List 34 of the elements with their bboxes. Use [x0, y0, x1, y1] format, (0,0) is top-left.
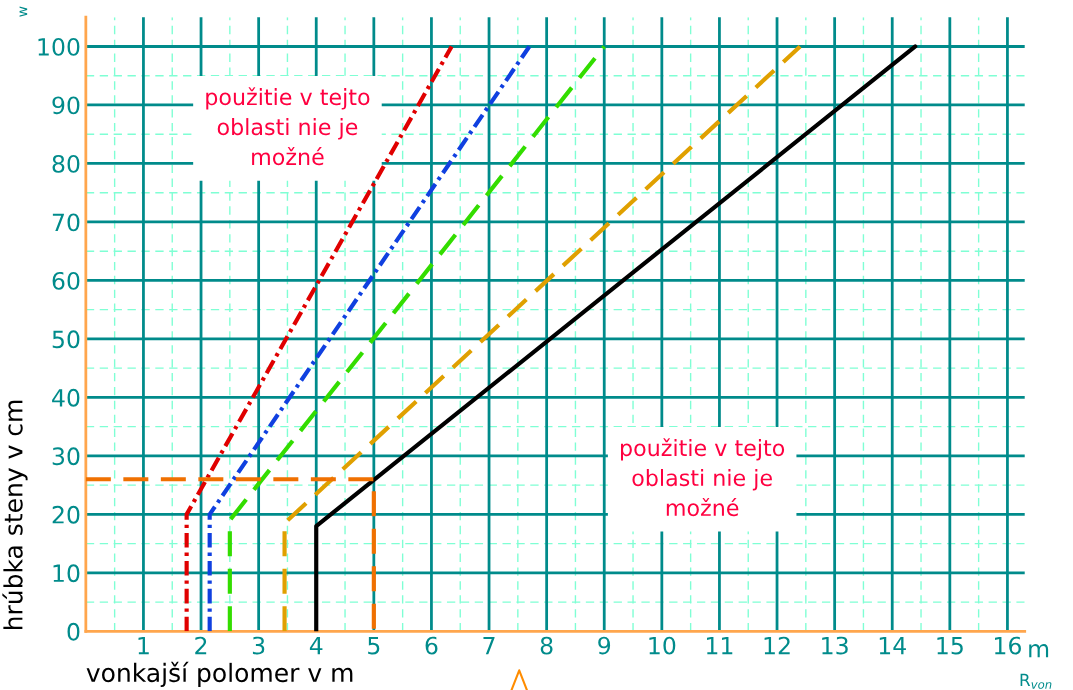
x-tick-label: 14: [879, 636, 906, 655]
y-tick-label: 80: [52, 154, 80, 173]
y-tick-label: 90: [52, 96, 80, 115]
x-tick-label: 4: [309, 636, 323, 655]
x-tick-label: 1: [138, 636, 149, 655]
text: R$_{von}$: [1020, 673, 1052, 689]
y-tick-label: 40: [52, 388, 80, 407]
x-tick-label: 16: [995, 636, 1021, 655]
x-tick-label: 15: [937, 636, 963, 655]
x-tick-label: 12: [764, 636, 790, 655]
x-tick-label: 7: [483, 636, 495, 655]
y-tick-label: 30: [52, 447, 80, 466]
x-tick-label: 13: [822, 636, 848, 655]
text: w: [19, 6, 28, 17]
y-tick-label: 100: [38, 37, 80, 56]
text: m: [1029, 644, 1049, 658]
x-axis-title: vonkajší polomer v m: [86, 661, 353, 688]
annotation: použitie v tejto oblasti nie je možné: [621, 438, 785, 517]
x-tick-label: 9: [598, 636, 611, 655]
x-tick-label: 5: [368, 636, 380, 655]
x-tick-label: 11: [707, 636, 733, 655]
y-tick-label: 10: [53, 564, 80, 583]
x-tick-label: 6: [425, 636, 438, 655]
y-axis-title: hrúbka steny v cm: [2, 400, 28, 630]
x-tick-label: 2: [195, 636, 207, 655]
x-tick-label: 3: [252, 636, 265, 655]
x-tick-label: 8: [540, 636, 553, 655]
y-tick-label: 50: [52, 330, 80, 349]
x-tick-label: 10: [649, 636, 676, 655]
annotation: použitie v tejto oblasti nie je možné: [206, 87, 370, 166]
y-tick-label: 70: [52, 213, 80, 232]
y-tick-label: 0: [67, 622, 80, 641]
y-tick-label: 20: [52, 505, 80, 524]
y-tick-label: 60: [52, 271, 80, 290]
